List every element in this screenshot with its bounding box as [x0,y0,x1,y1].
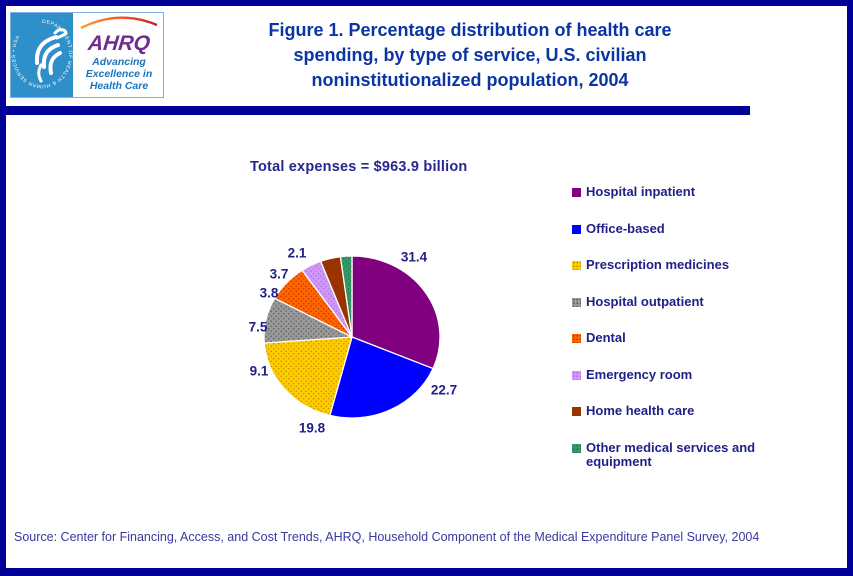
legend-item: Dental [572,330,772,345]
figure-title: Figure 1. Percentage distribution of hea… [268,20,672,90]
pie-value-label: 7.5 [248,319,268,335]
legend-swatch-icon [572,407,581,416]
legend-label: Other medical services and equipment [586,440,756,470]
legend-label: Hospital outpatient [586,294,704,309]
legend-swatch-icon [572,261,581,270]
ahrq-wordmark: AHRQ [86,32,152,55]
ahrq-tagline: Advancing Excellence in Health Care [85,56,153,93]
pie-value-label: 22.7 [430,382,458,398]
legend-item: Home health care [572,403,772,418]
pie-slice-office-based [329,336,434,419]
hhs-seal-icon: DEPARTMENT OF HEALTH & HUMAN SERVICES • … [11,13,73,97]
pie-value-label: 3.7 [269,266,289,282]
pie-slice-prescription-medicines [263,336,353,417]
pie-chart [230,245,465,430]
legend-swatch-icon [572,188,581,197]
source-note: Source: Center for Financing, Access, an… [14,530,760,544]
legend-label: Office-based [586,221,665,236]
pie-value-label: 19.8 [298,420,326,436]
legend-swatch-icon [572,334,581,343]
legend-label: Hospital inpatient [586,184,696,199]
pie-slice-other-medical-services-and-equipment [339,255,353,338]
legend-swatch-icon [572,225,581,234]
agency-logo: DEPARTMENT OF HEALTH & HUMAN SERVICES • … [10,12,164,98]
title-divider-bar [6,106,750,115]
legend-item: Hospital outpatient [572,294,772,309]
legend-label: Dental [586,330,626,345]
legend-swatch-icon [572,444,581,453]
pie-value-label: 3.8 [259,285,279,301]
pie-slice-hospital-inpatient [351,255,441,370]
legend-swatch-icon [572,298,581,307]
ahrq-arc-icon [80,16,158,30]
pie-value-label: 2.1 [287,245,307,261]
legend-label: Home health care [586,403,695,418]
legend-item: Prescription medicines [572,257,772,272]
legend-item: Emergency room [572,367,772,382]
legend-item: Other medical services and equipment [572,440,772,470]
pie-value-label: 9.1 [249,363,269,379]
pie-value-label: 31.4 [400,249,428,265]
legend-item: Hospital inpatient [572,184,772,199]
legend-item: Office-based [572,221,772,236]
legend-label: Prescription medicines [586,257,730,272]
legend-swatch-icon [572,371,581,380]
legend-label: Emergency room [586,367,693,382]
ahrq-logo: AHRQ Advancing Excellence in Health Care [73,13,164,97]
total-expenses-label: Total expenses = $963.9 billion [250,159,468,175]
